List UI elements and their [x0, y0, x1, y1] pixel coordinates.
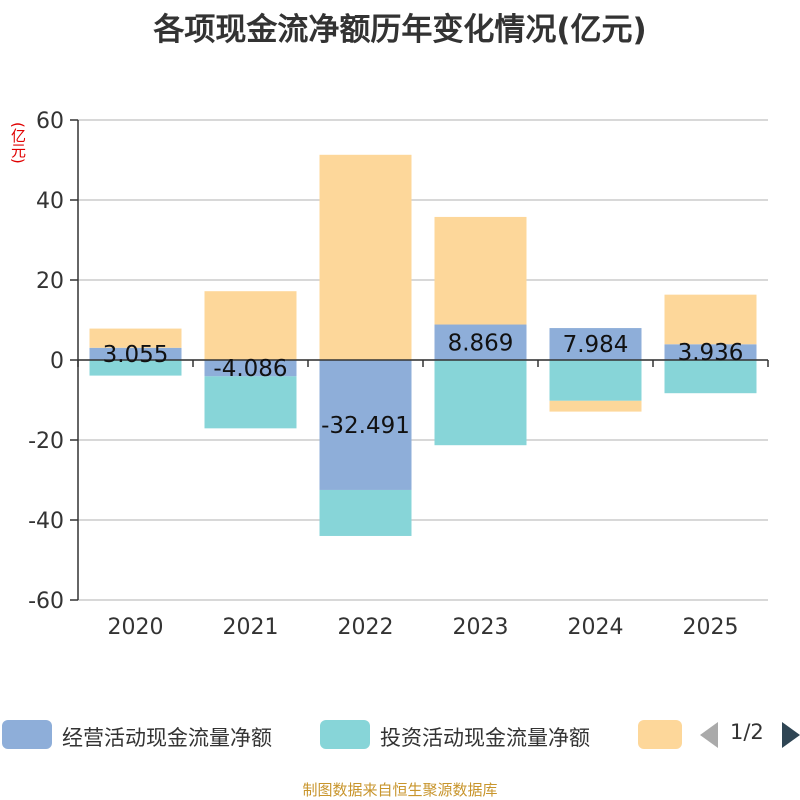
x-tick-label: 2022 [338, 615, 394, 640]
chart-title: 各项现金流净额历年变化情况(亿元) [153, 12, 647, 48]
legend-swatch-financing [638, 720, 682, 749]
bar-series1-2020 [89, 360, 182, 376]
legend-prev-page-icon[interactable] [700, 722, 718, 748]
legend-page-indicator: 1/2 [730, 720, 764, 744]
bar-series2-2020 [89, 328, 182, 348]
bar-series2-2021 [204, 291, 297, 360]
data-label: 8.869 [448, 330, 514, 356]
y-tick-label: 40 [36, 189, 64, 214]
x-tick-label: 2025 [683, 615, 739, 640]
bar-series1-2024 [549, 360, 642, 401]
bar-series0-2023 [434, 324, 527, 360]
legend-swatch-investing [320, 720, 370, 749]
chart-plot: 60 40 20 0 -20 -40 -60 2020 2021 2022 2023 2024 2025… [28, 109, 769, 640]
x-tick-label: 2023 [453, 615, 509, 640]
data-label: 7.984 [563, 332, 629, 358]
bar-series1-2023 [434, 360, 527, 446]
y-axis-unit-label: (亿元) [9, 122, 27, 164]
y-tick-label: 20 [36, 269, 64, 294]
y-tick-label: -40 [28, 509, 64, 534]
legend-label-investing: 投资活动现金流量净额 [380, 726, 590, 750]
bar-series2-2022 [319, 154, 412, 360]
data-label: 3.055 [103, 342, 169, 368]
bar-series0-2024 [549, 328, 642, 360]
legend-label-operating: 经营活动现金流量净额 [62, 726, 272, 750]
x-tick-label: 2021 [223, 615, 279, 640]
bar-series1-2025 [664, 360, 757, 394]
bar-series1-2022 [319, 489, 412, 536]
data-label: 3.936 [678, 340, 744, 366]
data-label: -4.086 [213, 356, 287, 382]
data-label: -32.491 [321, 413, 410, 439]
bar-series0-2020 [89, 347, 182, 360]
y-tick-label: -60 [28, 589, 64, 614]
source-note: 制图数据来自恒生聚源数据库 [302, 781, 498, 799]
bar-series2-2025 [664, 294, 757, 345]
legend-swatch-operating [2, 720, 52, 749]
y-tick-label: -20 [28, 429, 64, 454]
bar-series1-2021 [204, 376, 297, 429]
bar-series0-2022 [319, 360, 412, 490]
x-tick-label: 2024 [568, 615, 624, 640]
bar-series0-2025 [664, 344, 757, 360]
y-tick-label: 60 [36, 109, 64, 134]
legend-next-page-icon[interactable] [782, 722, 800, 748]
x-tick-label: 2020 [108, 615, 164, 640]
legend: 经营活动现金流量净额 投资活动现金流量净额 1/2 [0, 714, 800, 754]
y-tick-label: 0 [50, 349, 64, 374]
bar-series2-2024 [549, 400, 642, 412]
bar-series2-2023 [434, 216, 527, 325]
bar-series0-2021 [204, 360, 297, 377]
